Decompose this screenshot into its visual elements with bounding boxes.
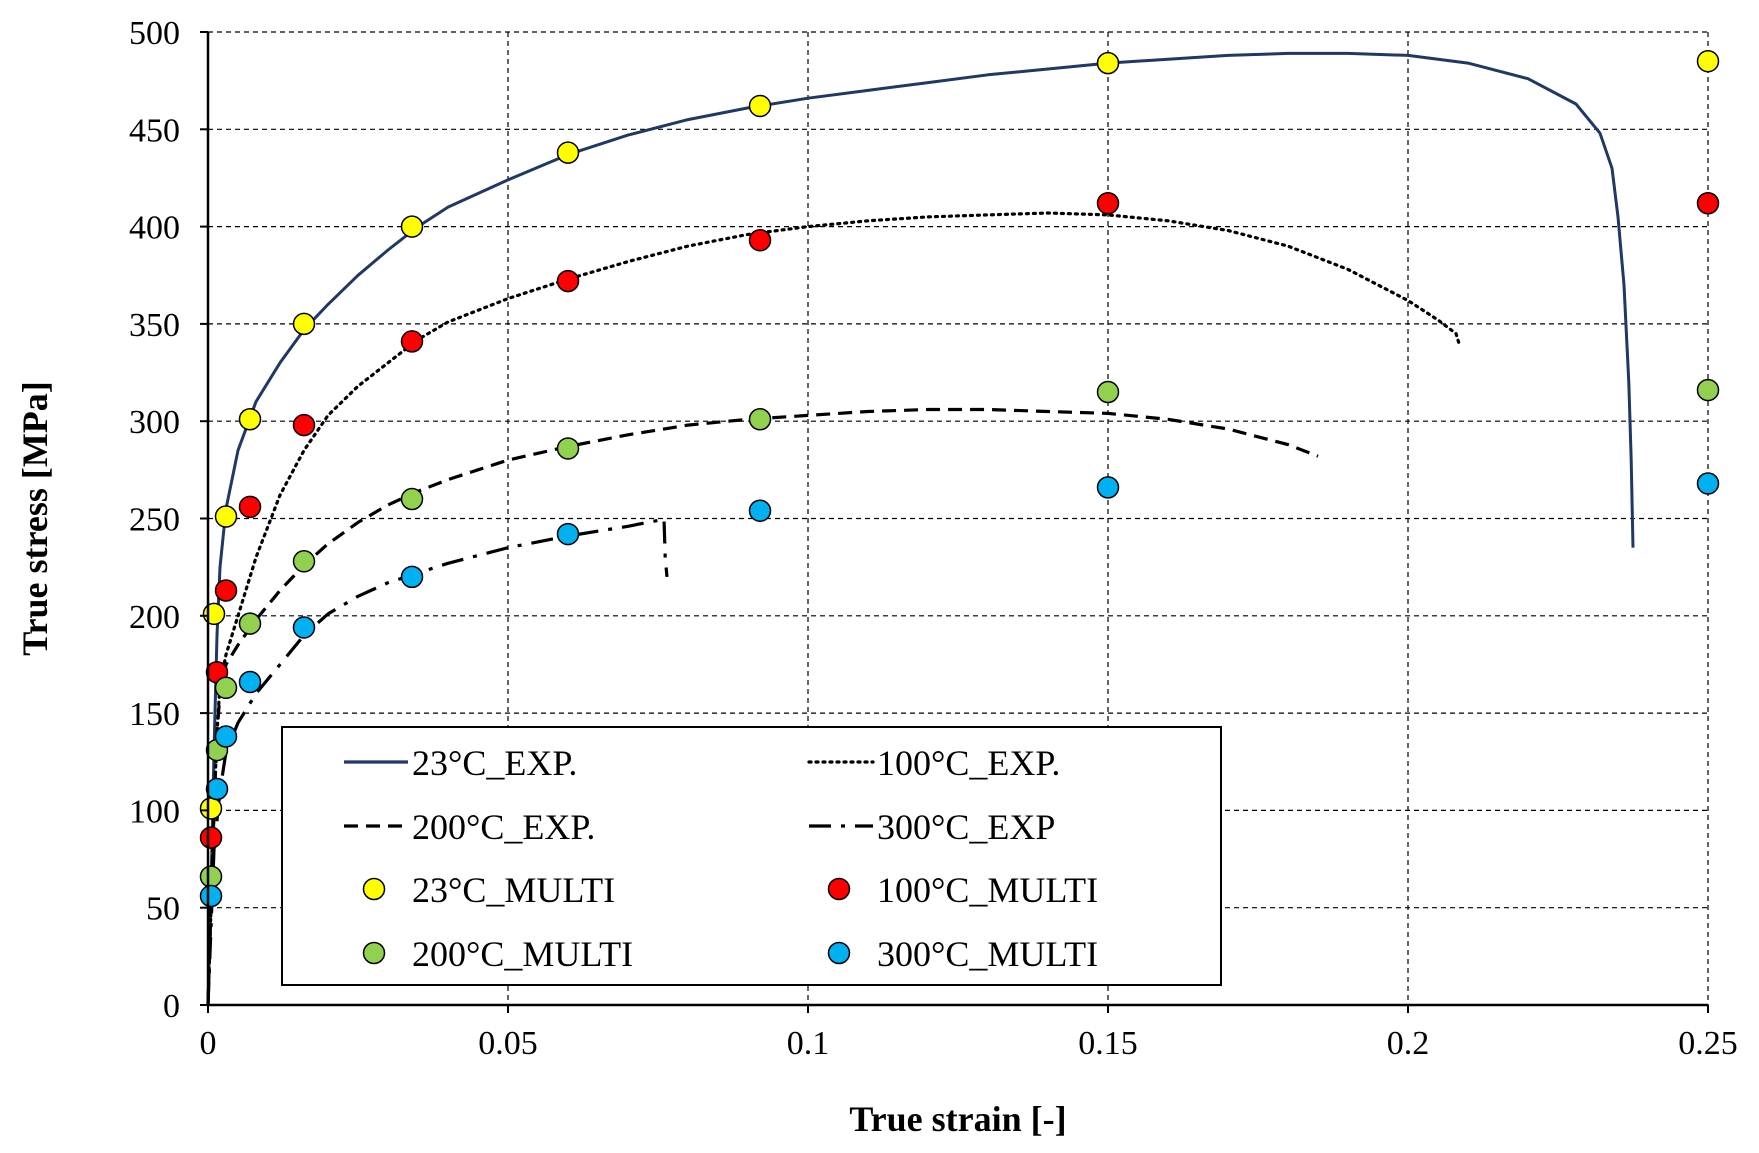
- marker-100°C_MULTI: [214, 579, 238, 602]
- y-tick-label: 450: [129, 112, 180, 149]
- marker-100°C_MULTI: [1096, 191, 1120, 215]
- y-tick-label: 350: [129, 307, 180, 344]
- marker-200°C_MULTI: [199, 865, 223, 888]
- x-tick-label: 0.05: [478, 1025, 538, 1062]
- marker-100°C_MULTI: [199, 826, 223, 849]
- marker-300°C_MULTI: [1096, 476, 1120, 499]
- legend-box: [281, 726, 1222, 986]
- marker-200°C_MULTI: [748, 408, 772, 431]
- legend-marker-swatch: [362, 877, 386, 901]
- legend-marker-swatch: [827, 877, 851, 901]
- marker-100°C_MULTI: [400, 330, 424, 353]
- marker-200°C_MULTI: [556, 437, 580, 460]
- marker-300°C_MULTI: [400, 565, 424, 589]
- legend-label: 23°C_EXP.: [412, 743, 577, 783]
- marker-200°C_MULTI: [214, 676, 238, 700]
- y-tick-label: 150: [129, 696, 180, 733]
- legend-label: 100°C_MULTI: [877, 870, 1098, 910]
- marker-23°C_MULTI: [556, 141, 580, 164]
- marker-23°C_MULTI: [214, 505, 238, 528]
- legend-label: 300°C_EXP: [877, 807, 1055, 847]
- marker-200°C_MULTI: [238, 612, 262, 635]
- marker-23°C_MULTI: [748, 94, 772, 118]
- y-tick-label: 50: [146, 891, 180, 928]
- marker-300°C_MULTI: [238, 670, 262, 694]
- x-tick-label: 0.25: [1678, 1025, 1738, 1062]
- y-axis-title: True stress [MPa]: [15, 381, 55, 656]
- y-tick-label: 300: [129, 404, 180, 441]
- legend-label: 200°C_EXP.: [412, 807, 595, 847]
- y-tick-label: 100: [129, 793, 180, 830]
- x-axis-title: True strain [-]: [849, 1099, 1066, 1139]
- legend-label: 100°C_EXP.: [877, 743, 1060, 783]
- legend-label: 200°C_MULTI: [412, 934, 633, 974]
- marker-23°C_MULTI: [199, 797, 223, 820]
- x-tick-label: 0: [200, 1025, 217, 1062]
- legend-marker-swatch: [827, 941, 851, 965]
- legend-label: 300°C_MULTI: [877, 934, 1098, 974]
- y-tick-label: 200: [129, 599, 180, 636]
- y-tick-label: 0: [163, 988, 180, 1025]
- series-line-300°C_EXP: [206, 516, 669, 1006]
- marker-23°C_MULTI: [1696, 49, 1720, 73]
- axes: [200, 31, 1709, 1013]
- marker-100°C_MULTI: [238, 495, 262, 519]
- marker-200°C_MULTI: [400, 487, 424, 511]
- marker-200°C_MULTI: [292, 550, 316, 573]
- marker-100°C_MULTI: [292, 413, 316, 437]
- legend-marker-swatch: [362, 941, 386, 965]
- x-tick-label: 0.15: [1078, 1025, 1138, 1062]
- legend: 23°C_EXP. 100°C_EXP. 200°C_EXP. 300°C_EXP 23…: [281, 726, 1222, 986]
- y-tick-label: 500: [129, 15, 180, 52]
- multi-markers: [199, 49, 1720, 908]
- tick-labels: 0 50 100 150 200 250 300 350 400 450 500 0 0.05 0.1 0.…: [129, 15, 1738, 1062]
- y-tick-label: 400: [129, 210, 180, 247]
- marker-300°C_MULTI: [199, 884, 223, 908]
- y-tick-label: 250: [129, 502, 180, 539]
- marker-23°C_MULTI: [292, 312, 316, 336]
- marker-23°C_MULTI: [400, 215, 424, 238]
- marker-100°C_MULTI: [748, 228, 772, 252]
- series-line-100°C_EXP.: [206, 211, 1461, 1007]
- marker-200°C_MULTI: [1696, 378, 1720, 402]
- marker-300°C_MULTI: [292, 616, 316, 639]
- marker-300°C_MULTI: [556, 522, 580, 546]
- legend-label: 23°C_MULTI: [412, 870, 615, 910]
- marker-23°C_MULTI: [1096, 51, 1120, 75]
- x-tick-label: 0.2: [1387, 1025, 1430, 1062]
- marker-23°C_MULTI: [238, 408, 262, 431]
- marker-100°C_MULTI: [1696, 191, 1720, 215]
- marker-300°C_MULTI: [1696, 472, 1720, 495]
- marker-100°C_MULTI: [556, 269, 580, 293]
- marker-300°C_MULTI: [214, 725, 238, 748]
- marker-200°C_MULTI: [1096, 380, 1120, 404]
- marker-23°C_MULTI: [202, 602, 226, 626]
- x-tick-label: 0.1: [787, 1025, 830, 1062]
- marker-300°C_MULTI: [205, 777, 229, 801]
- marker-300°C_MULTI: [748, 499, 772, 522]
